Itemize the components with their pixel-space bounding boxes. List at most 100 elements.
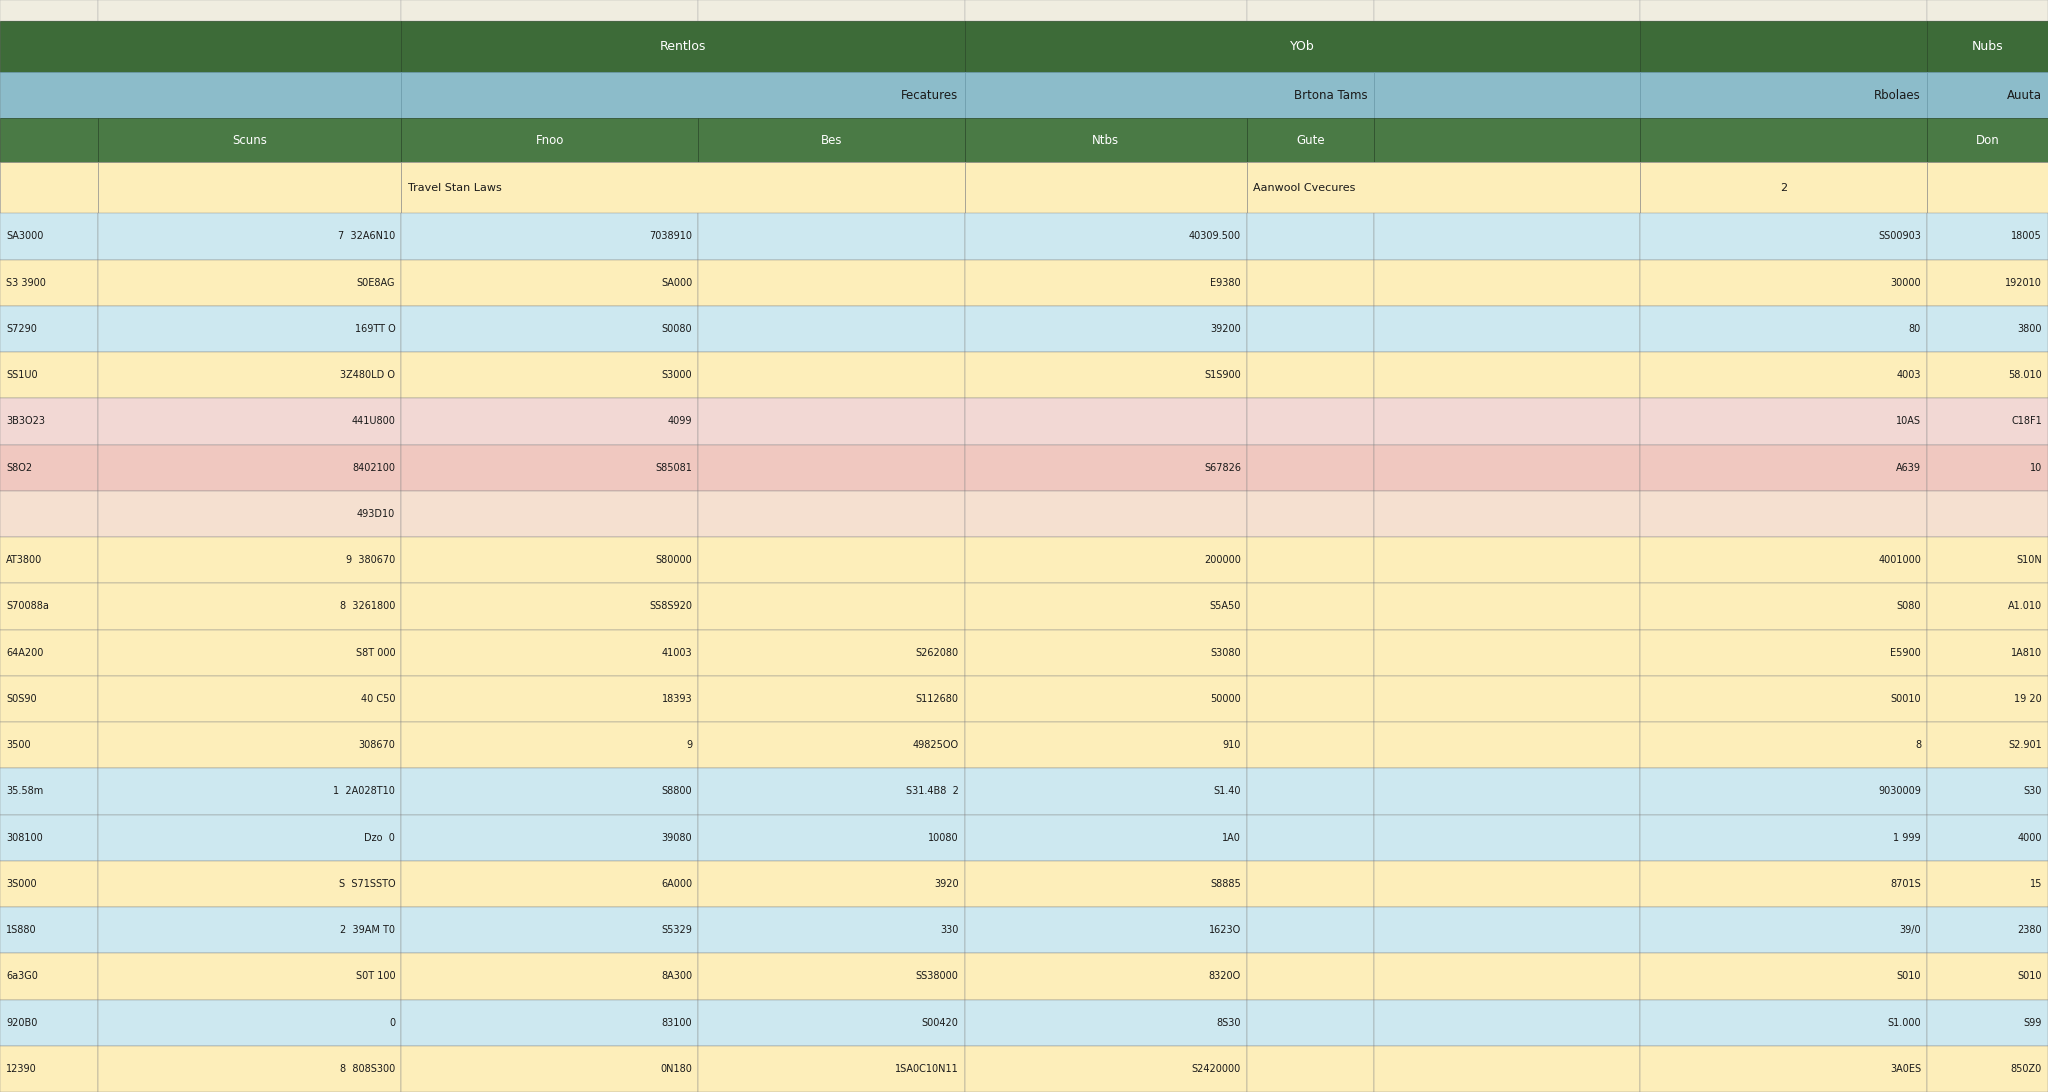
Text: 10: 10 — [2030, 463, 2042, 473]
Text: 8S30: 8S30 — [1217, 1018, 1241, 1028]
Text: Ntbs: Ntbs — [1092, 133, 1120, 146]
Bar — [1927, 306, 2048, 352]
Text: S262080: S262080 — [915, 648, 958, 657]
Text: 7038910: 7038910 — [649, 232, 692, 241]
Bar — [0, 162, 98, 213]
Text: 9: 9 — [686, 740, 692, 750]
Text: S0S90: S0S90 — [6, 693, 37, 704]
Text: AT3800: AT3800 — [6, 555, 43, 566]
Bar — [965, 537, 1247, 583]
Text: 3500: 3500 — [6, 740, 31, 750]
Bar — [1247, 676, 1374, 722]
Bar — [965, 583, 1247, 629]
Text: S70088a: S70088a — [6, 602, 49, 612]
Text: 0N180: 0N180 — [659, 1064, 692, 1073]
Bar — [1927, 860, 2048, 907]
Text: 6a3G0: 6a3G0 — [6, 972, 39, 982]
Text: 3S000: 3S000 — [6, 879, 37, 889]
Bar — [1374, 815, 1640, 860]
Bar — [1927, 118, 2048, 162]
Text: Nubs: Nubs — [1972, 39, 2003, 52]
Text: 200000: 200000 — [1204, 555, 1241, 566]
Text: 1S880: 1S880 — [6, 925, 37, 935]
Text: 58.010: 58.010 — [2009, 370, 2042, 380]
Bar — [1927, 490, 2048, 537]
Bar — [98, 444, 401, 490]
Text: S5A50: S5A50 — [1210, 602, 1241, 612]
Text: 1  2A028T10: 1 2A028T10 — [334, 786, 395, 796]
Text: Gute: Gute — [1296, 133, 1325, 146]
Bar — [965, 490, 1247, 537]
Bar — [1640, 722, 1927, 769]
Text: Brtona Tams: Brtona Tams — [1294, 88, 1368, 102]
Bar — [965, 676, 1247, 722]
Bar — [965, 815, 1247, 860]
Bar — [1640, 21, 1927, 72]
Text: Fnoo: Fnoo — [537, 133, 563, 146]
Text: 80: 80 — [1909, 324, 1921, 334]
Bar — [98, 583, 401, 629]
Text: SA3000: SA3000 — [6, 232, 43, 241]
Text: 8  808S300: 8 808S300 — [340, 1064, 395, 1073]
Text: S080: S080 — [1896, 602, 1921, 612]
Text: 10AS: 10AS — [1896, 416, 1921, 426]
Bar — [0, 815, 98, 860]
Bar — [98, 537, 401, 583]
Text: SS38000: SS38000 — [915, 972, 958, 982]
Bar — [1927, 0, 2048, 21]
Text: 3920: 3920 — [934, 879, 958, 889]
Text: 9030009: 9030009 — [1878, 786, 1921, 796]
Text: S31.4B8  2: S31.4B8 2 — [905, 786, 958, 796]
Bar — [698, 352, 965, 399]
Bar — [401, 0, 698, 21]
Bar — [1247, 306, 1374, 352]
Bar — [1640, 537, 1927, 583]
Bar — [1374, 118, 1640, 162]
Bar — [401, 676, 698, 722]
Text: S80000: S80000 — [655, 555, 692, 566]
Text: 39200: 39200 — [1210, 324, 1241, 334]
Bar — [98, 213, 401, 260]
Text: S112680: S112680 — [915, 693, 958, 704]
Bar — [1927, 444, 2048, 490]
Bar — [1374, 162, 1640, 213]
Bar — [1374, 399, 1640, 444]
Bar — [1927, 399, 2048, 444]
Text: 8  3261800: 8 3261800 — [340, 602, 395, 612]
Bar — [1374, 860, 1640, 907]
Bar — [965, 629, 1247, 676]
Bar — [1640, 260, 1927, 306]
Text: S2420000: S2420000 — [1192, 1064, 1241, 1073]
Bar — [98, 260, 401, 306]
Bar — [1640, 583, 1927, 629]
Text: 2380: 2380 — [2017, 925, 2042, 935]
Text: SS1U0: SS1U0 — [6, 370, 37, 380]
Bar — [1640, 162, 1927, 213]
Bar — [0, 953, 98, 999]
Bar — [0, 999, 98, 1046]
Bar — [401, 162, 965, 213]
Text: S99: S99 — [2023, 1018, 2042, 1028]
Bar — [98, 306, 401, 352]
Bar — [1247, 118, 1374, 162]
Bar — [698, 953, 965, 999]
Text: 3800: 3800 — [2017, 324, 2042, 334]
Text: S00420: S00420 — [922, 1018, 958, 1028]
Bar — [1247, 399, 1374, 444]
Text: S3 3900: S3 3900 — [6, 277, 45, 287]
Bar — [965, 21, 1640, 72]
Bar — [0, 21, 401, 72]
Text: S  S71SSTO: S S71SSTO — [338, 879, 395, 889]
Bar — [698, 162, 965, 213]
Bar — [401, 999, 698, 1046]
Text: Travel Stan Laws: Travel Stan Laws — [408, 182, 502, 192]
Bar — [401, 306, 698, 352]
Bar — [1247, 352, 1374, 399]
Text: C18F1: C18F1 — [2011, 416, 2042, 426]
Text: 920B0: 920B0 — [6, 1018, 37, 1028]
Bar — [98, 162, 401, 213]
Bar — [0, 629, 98, 676]
Bar — [1640, 676, 1927, 722]
Text: A1.010: A1.010 — [2007, 602, 2042, 612]
Bar — [1374, 306, 1640, 352]
